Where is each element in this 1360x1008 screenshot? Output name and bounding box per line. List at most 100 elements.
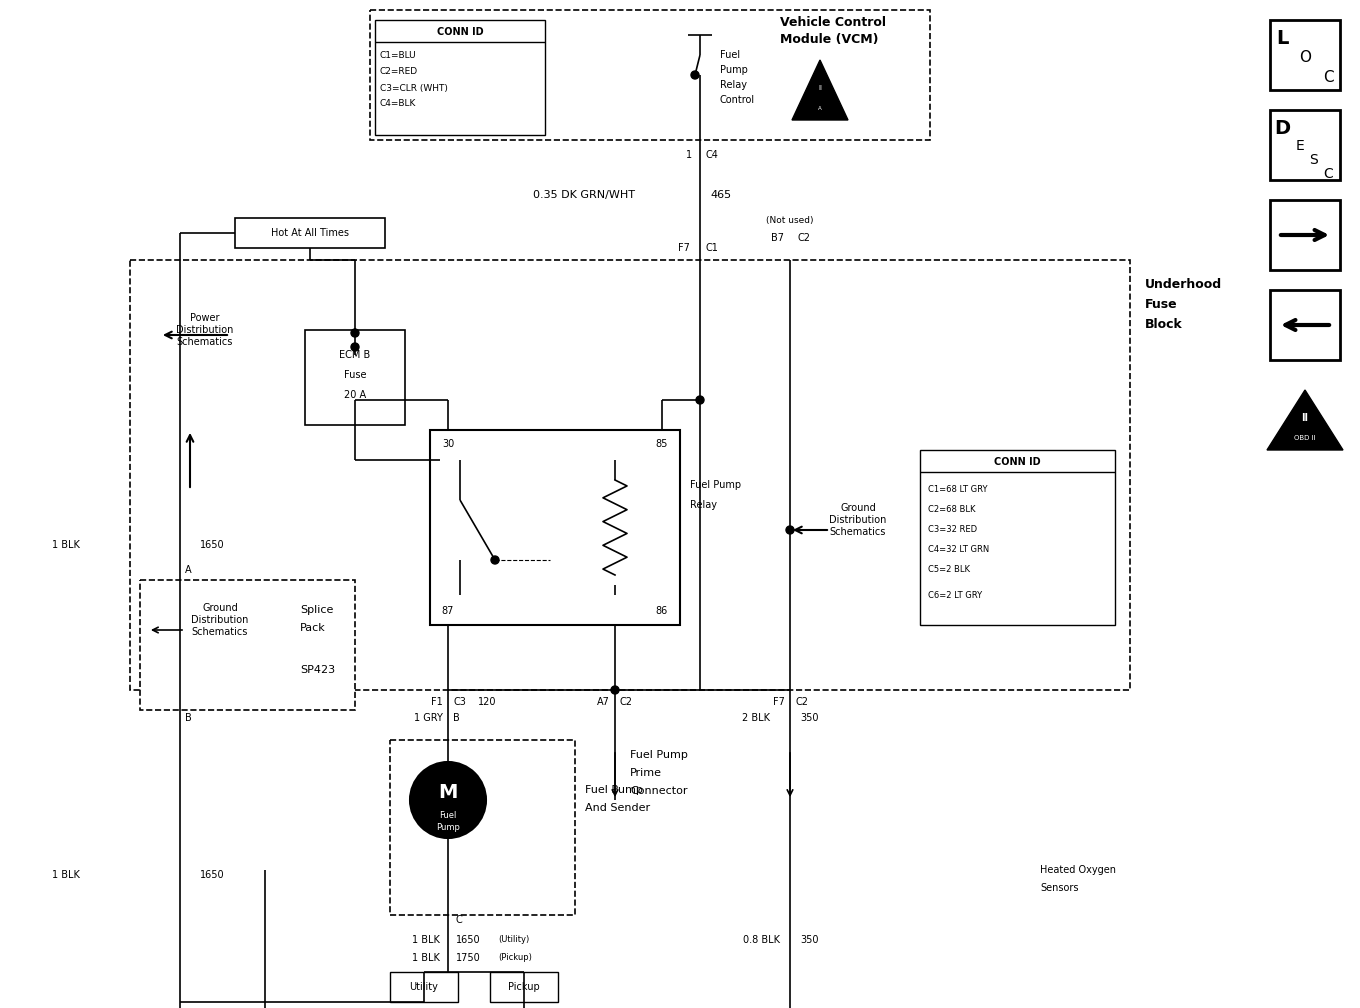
Text: 1: 1 bbox=[685, 150, 692, 160]
Circle shape bbox=[491, 556, 499, 564]
Text: Relay: Relay bbox=[719, 80, 747, 90]
Text: CONN ID: CONN ID bbox=[437, 27, 483, 37]
Text: C2: C2 bbox=[798, 233, 811, 243]
Text: C3: C3 bbox=[453, 697, 466, 707]
Bar bbox=[235, 218, 385, 248]
Text: Block: Block bbox=[1145, 319, 1183, 332]
Circle shape bbox=[409, 762, 486, 838]
Text: 30: 30 bbox=[442, 439, 454, 449]
Text: 2 BLK: 2 BLK bbox=[743, 713, 770, 723]
Text: Pump: Pump bbox=[719, 65, 748, 75]
Text: M: M bbox=[438, 782, 458, 801]
Text: 86: 86 bbox=[656, 606, 668, 616]
Text: Module (VCM): Module (VCM) bbox=[781, 33, 879, 46]
Circle shape bbox=[351, 343, 359, 351]
Text: C4: C4 bbox=[704, 150, 718, 160]
Text: 85: 85 bbox=[656, 439, 668, 449]
Text: 350: 350 bbox=[800, 713, 819, 723]
Bar bbox=[1270, 20, 1340, 90]
Text: Vehicle Control: Vehicle Control bbox=[781, 15, 885, 28]
Text: Fuel: Fuel bbox=[719, 50, 740, 60]
Text: 1 BLK: 1 BLK bbox=[412, 935, 441, 946]
Text: Fuel: Fuel bbox=[439, 810, 457, 820]
Text: 87: 87 bbox=[442, 606, 454, 616]
Bar bbox=[430, 430, 680, 625]
Text: B7: B7 bbox=[771, 233, 783, 243]
Circle shape bbox=[696, 396, 704, 404]
Text: E: E bbox=[1296, 139, 1304, 153]
Text: Fuel Pump: Fuel Pump bbox=[630, 750, 688, 760]
Text: C6=2 LT GRY: C6=2 LT GRY bbox=[928, 591, 982, 600]
Text: Hot At All Times: Hot At All Times bbox=[271, 228, 350, 238]
Text: 1 BLK: 1 BLK bbox=[412, 953, 441, 963]
Text: F1: F1 bbox=[431, 697, 443, 707]
Bar bbox=[1270, 290, 1340, 360]
Bar bbox=[305, 330, 405, 425]
Bar bbox=[1270, 110, 1340, 180]
Text: C4=BLK: C4=BLK bbox=[379, 100, 416, 109]
Text: 1650: 1650 bbox=[200, 540, 224, 550]
Text: 20 A: 20 A bbox=[344, 390, 366, 400]
Bar bbox=[390, 972, 458, 1002]
Text: (Pickup): (Pickup) bbox=[498, 954, 532, 963]
Text: C: C bbox=[1323, 167, 1333, 181]
Text: C2: C2 bbox=[796, 697, 808, 707]
Text: S: S bbox=[1310, 153, 1318, 167]
Text: II: II bbox=[1302, 413, 1308, 423]
Text: 0.35 DK GRN/WHT: 0.35 DK GRN/WHT bbox=[533, 190, 635, 200]
Text: (Utility): (Utility) bbox=[498, 935, 529, 944]
Text: C4=32 LT GRN: C4=32 LT GRN bbox=[928, 545, 989, 554]
Text: B: B bbox=[185, 713, 192, 723]
Text: Pack: Pack bbox=[301, 623, 326, 633]
Polygon shape bbox=[792, 60, 849, 120]
Text: C2=RED: C2=RED bbox=[379, 68, 418, 77]
Text: (Not used): (Not used) bbox=[766, 216, 813, 225]
Text: D: D bbox=[1274, 119, 1291, 137]
Text: Connector: Connector bbox=[630, 786, 688, 796]
Text: 1750: 1750 bbox=[456, 953, 480, 963]
Text: Ground
Distribution
Schematics: Ground Distribution Schematics bbox=[192, 604, 249, 637]
Bar bbox=[131, 260, 1130, 690]
Text: Fuse: Fuse bbox=[344, 370, 366, 380]
Text: O: O bbox=[1299, 50, 1311, 66]
Bar bbox=[490, 972, 558, 1002]
Text: 465: 465 bbox=[710, 190, 732, 200]
Text: ECM B: ECM B bbox=[340, 350, 371, 360]
Text: Power
Distribution
Schematics: Power Distribution Schematics bbox=[177, 313, 234, 347]
Text: OBD II: OBD II bbox=[1295, 435, 1316, 442]
Circle shape bbox=[351, 329, 359, 337]
Text: 350: 350 bbox=[800, 935, 819, 946]
Polygon shape bbox=[1268, 390, 1342, 450]
Text: 1 BLK: 1 BLK bbox=[52, 540, 80, 550]
Text: C3=32 RED: C3=32 RED bbox=[928, 525, 976, 534]
Text: Ground
Distribution
Schematics: Ground Distribution Schematics bbox=[830, 503, 887, 536]
Bar bbox=[375, 20, 545, 135]
Bar bbox=[1270, 200, 1340, 270]
Text: Relay: Relay bbox=[690, 500, 717, 510]
Bar bbox=[919, 450, 1115, 625]
Text: F7: F7 bbox=[772, 697, 785, 707]
Text: C2: C2 bbox=[620, 697, 632, 707]
Circle shape bbox=[786, 526, 794, 534]
Circle shape bbox=[691, 71, 699, 79]
Text: Fuel Pump: Fuel Pump bbox=[585, 785, 643, 795]
Text: Utility: Utility bbox=[409, 982, 438, 992]
Text: C: C bbox=[456, 915, 462, 925]
Text: 1 GRY: 1 GRY bbox=[415, 713, 443, 723]
Text: Heated Oxygen: Heated Oxygen bbox=[1040, 865, 1117, 875]
Text: 1650: 1650 bbox=[200, 870, 224, 880]
Text: Pump: Pump bbox=[437, 823, 460, 832]
Text: C5=2 BLK: C5=2 BLK bbox=[928, 565, 970, 575]
Text: C: C bbox=[1323, 71, 1333, 86]
Text: B: B bbox=[453, 713, 460, 723]
Text: 0.8 BLK: 0.8 BLK bbox=[743, 935, 781, 946]
Text: L: L bbox=[1276, 28, 1288, 47]
Text: C1=68 LT GRY: C1=68 LT GRY bbox=[928, 486, 987, 495]
Text: Sensors: Sensors bbox=[1040, 883, 1078, 893]
Text: Pickup: Pickup bbox=[509, 982, 540, 992]
Text: A: A bbox=[185, 565, 192, 575]
Text: Fuse: Fuse bbox=[1145, 298, 1178, 311]
Text: C3=CLR (WHT): C3=CLR (WHT) bbox=[379, 84, 447, 93]
Text: And Sender: And Sender bbox=[585, 803, 650, 813]
Text: F7: F7 bbox=[679, 243, 690, 253]
